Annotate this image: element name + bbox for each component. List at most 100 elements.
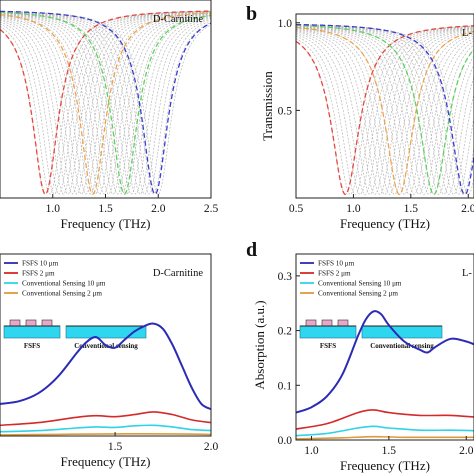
resonance-curve [0, 10, 211, 195]
y-axis-label: Absorption (a.u.) [252, 300, 267, 389]
schematic-inset: FSFS Conventional sensing [299, 319, 443, 350]
fsfs-element-0 [305, 319, 317, 327]
legend-entry-1: FSFS 2 μm [318, 270, 351, 278]
x-tick-label: 2.0 [461, 203, 474, 215]
plot-area [0, 10, 211, 196]
resonance-curve [296, 25, 474, 195]
resonance-curve [0, 11, 211, 195]
fsfs-element-2 [41, 319, 53, 327]
highlight-resonance-1 [0, 12, 211, 196]
inset-label-fsfs: FSFS [24, 342, 40, 350]
x-tick-label: 1.0 [304, 445, 319, 457]
inset-label-fsfs: FSFS [320, 342, 336, 350]
resonance-curve [296, 26, 474, 195]
resonance-curve [296, 25, 474, 195]
x-axis-label: Frequency (THz) [61, 216, 151, 231]
legend-entry-0: FSFS 10 μm [318, 260, 355, 268]
axes-frame [295, 253, 474, 441]
resonance-curve [0, 12, 211, 195]
series-line-1 [296, 409, 474, 430]
legend: FSFS 10 μm FSFS 2 μm Conventional Sensing … [300, 260, 402, 298]
x-axis-label: Frequency (THz) [61, 454, 151, 469]
legend-entry-1: FSFS 2 μm [22, 270, 55, 278]
legend-entry-0: FSFS 10 μm [22, 260, 59, 268]
y-tick-label: 0.0 [278, 435, 293, 447]
x-tick-label: 1.0 [46, 203, 61, 215]
y-tick-label: 0.2 [278, 326, 293, 338]
x-axis-label: Frequency (THz) [340, 458, 430, 473]
plot-area: FSFS Conventional sensing [0, 319, 211, 436]
resonance-curve [0, 12, 211, 195]
resonance-curve [0, 11, 211, 195]
x-tick-label: 0.5 [289, 203, 304, 215]
y-tick-label: 0.1 [278, 380, 293, 392]
x-tick-label: 1.5 [108, 441, 123, 453]
series-line-0 [296, 310, 474, 414]
x-tick-label: 2.5 [204, 203, 219, 215]
x-tick-label: 1.5 [382, 445, 397, 457]
highlight-resonance-0 [0, 10, 211, 196]
resonance-curve [296, 26, 474, 195]
y-tick-label: 0.5 [278, 105, 293, 117]
fsfs-substrate [299, 325, 357, 339]
resonance-curve [0, 11, 211, 195]
resonance-curve [296, 25, 474, 195]
fsfs-element-0 [9, 319, 21, 327]
axes-frame [0, 0, 212, 199]
resonance-curve [0, 11, 211, 195]
legend-entry-3: Conventional Sensing 2 μm [22, 290, 102, 298]
resonance-curve [296, 25, 474, 195]
resonance-curve [0, 11, 211, 195]
panel-d: FSFS Conventional sensing FSFS 10 μm FSFS 2… [246, 239, 474, 473]
resonance-curve [0, 11, 211, 195]
resonance-curve [296, 26, 474, 195]
axes-frame [295, 13, 474, 199]
highlight-resonance-0 [296, 25, 474, 196]
x-tick-label: 2.0 [459, 445, 474, 457]
resonance-curve [0, 13, 211, 195]
inset-label-conventional: Conventional sensing [370, 342, 434, 350]
panel-c: FSFS Conventional sensing FSFS 10 μm FSFS 2… [0, 253, 218, 469]
x-axis-label: Frequency (THz) [340, 216, 430, 231]
y-tick-label: 1.0 [278, 18, 293, 30]
resonance-curve [0, 10, 211, 195]
resonance-curve [0, 12, 211, 195]
legend: FSFS 10 μm FSFS 2 μm Conventional Sensing … [4, 260, 106, 298]
series-line-2 [296, 425, 474, 437]
x-tick-label: 1.5 [404, 203, 419, 215]
x-tick-label: 1.0 [346, 203, 361, 215]
fsfs-substrate [3, 325, 61, 339]
resonance-curve [0, 12, 211, 195]
panel-title: L- [462, 28, 472, 39]
panel-title: D-Carnitine [153, 14, 203, 25]
panel-a: 1.0 1.5 2.0 2.5 Frequency (THz) D-Carnitine [0, 0, 218, 231]
resonance-curve [0, 12, 211, 195]
resonance-curve [0, 11, 211, 195]
plot-area: FSFS Conventional sensing [296, 310, 474, 440]
resonance-curve [0, 12, 211, 195]
resonance-curve [296, 28, 474, 195]
legend-entry-2: Conventional Sensing 10 μm [22, 280, 106, 288]
schematic-inset: FSFS Conventional sensing [3, 319, 147, 350]
fsfs-element-2 [337, 319, 349, 327]
resonance-curve [296, 25, 474, 195]
y-tick-label: 0.3 [278, 271, 293, 283]
resonance-curve [296, 25, 474, 195]
panel-title: L- [462, 268, 472, 279]
x-tick-label: 2.0 [151, 203, 166, 215]
series-line-0 [0, 322, 211, 411]
fsfs-element-1 [25, 319, 37, 327]
highlight-resonance-3 [0, 10, 211, 196]
highlight-resonance-2 [296, 24, 474, 196]
series-line-1 [0, 411, 211, 427]
resonance-curve [296, 27, 474, 195]
highlight-resonance-1 [296, 26, 474, 196]
resonance-curve [0, 11, 211, 195]
legend-entry-2: Conventional Sensing 10 μm [318, 280, 402, 288]
panel-label: b [246, 3, 257, 25]
resonance-curve [0, 11, 211, 195]
resonance-curve [0, 12, 211, 195]
panel-label: d [246, 239, 257, 261]
